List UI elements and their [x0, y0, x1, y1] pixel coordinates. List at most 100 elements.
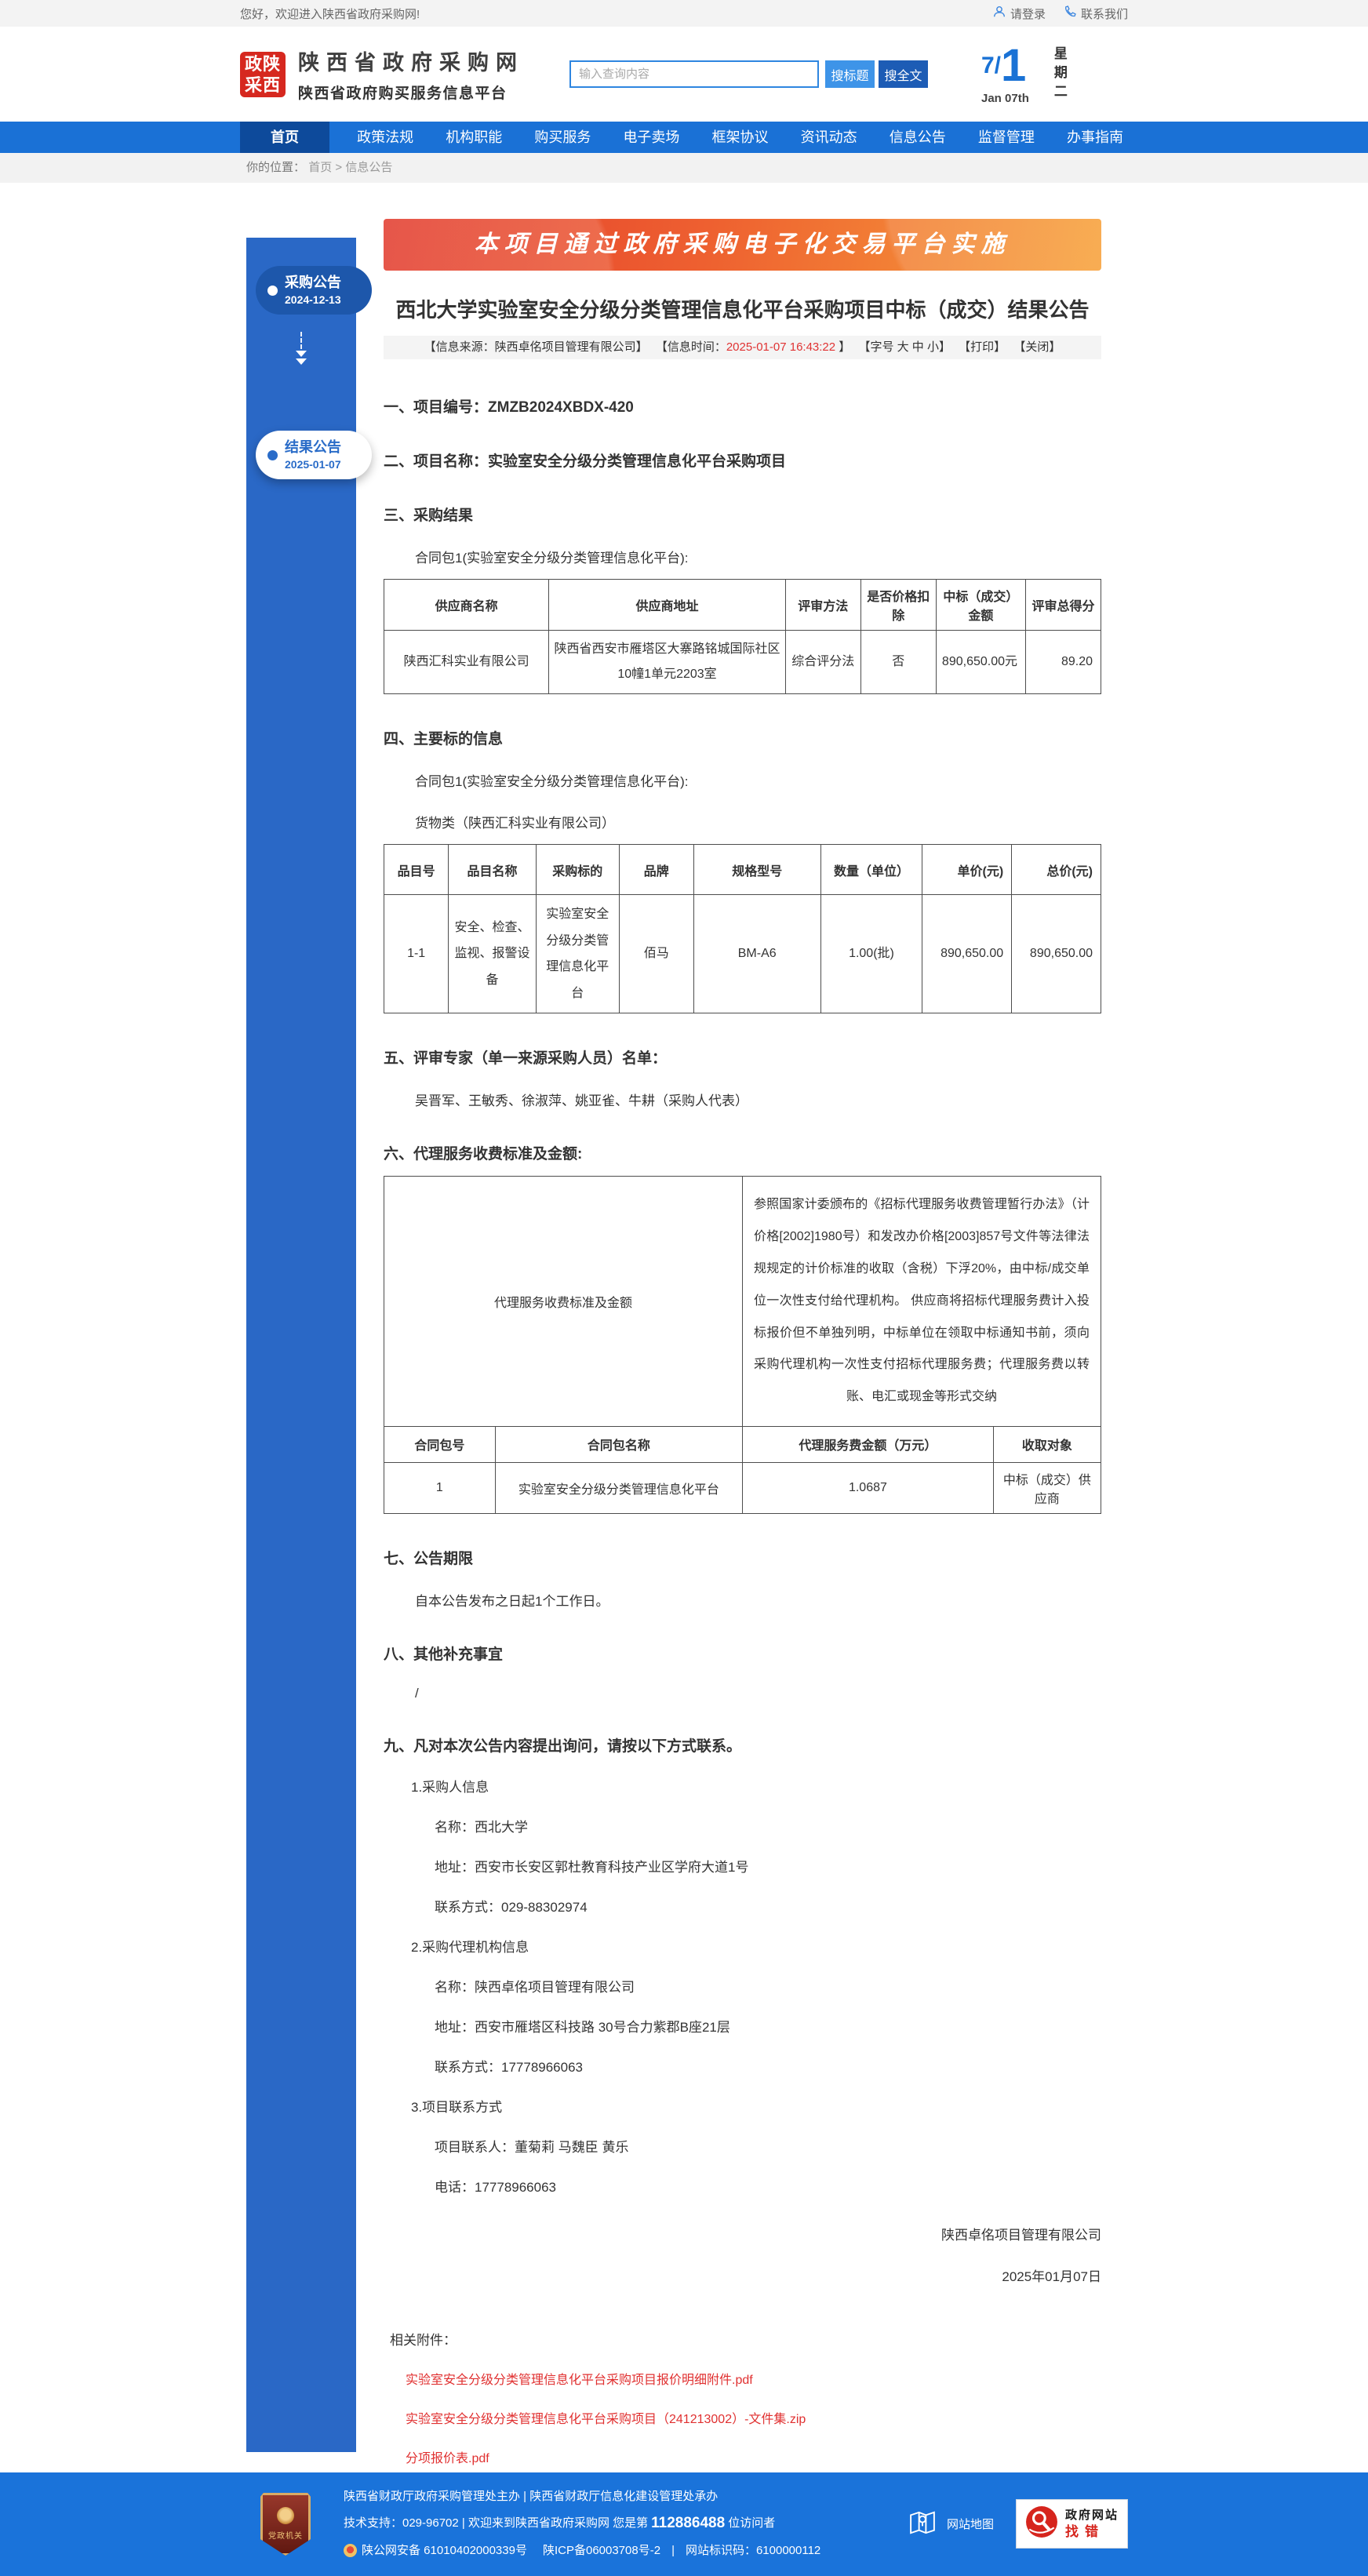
sidebar-step-result-notice[interactable]: 结果公告 2025-01-07 [256, 431, 372, 479]
sidebar-step-procurement-notice[interactable]: 采购公告 2024-12-13 [256, 266, 372, 315]
table-row: 代理服务收费标准及金额 参照国家计委颁布的《招标代理服务收费管理暂行办法》（计价… [384, 1176, 1102, 1427]
support-suffix: 位访问者 [728, 2516, 776, 2531]
section-4-package: 合同包1(实验室安全分级分类管理信息化平台): [415, 774, 689, 789]
login-link[interactable]: 请登录 [992, 5, 1046, 22]
th-award-amount: 中标（成交）金额 [935, 579, 1027, 631]
procurement-result-table: 供应商名称 供应商地址 评审方法 是否价格扣除 中标（成交）金额 评审总得分 陕… [383, 579, 1101, 694]
date-widget: 7/1 Jan 07th 星期二 [981, 43, 1108, 106]
cell-fee-label: 代理服务收费标准及金额 [384, 1176, 743, 1427]
nav-item-guide[interactable]: 办事指南 [1066, 129, 1123, 145]
breadcrumb-bar: 你的位置： 首页 > 信息公告 [0, 153, 1368, 183]
th-review-method: 评审方法 [784, 579, 861, 631]
search-title-button[interactable]: 搜标题 [825, 60, 875, 88]
announcement-title: 西北大学实验室安全分级分类管理信息化平台采购项目中标（成交）结果公告 [395, 298, 1090, 322]
party-government-badge-icon: 党政机关 [260, 2492, 311, 2556]
date-month: 7/ [981, 53, 1002, 78]
signature-company: 陕西卓佲项目管理有限公司 [941, 2227, 1101, 2243]
attachment-link[interactable]: 分项报价表.pdf [406, 2451, 489, 2465]
th-total-price: 总价(元) [1011, 844, 1101, 895]
nav-item-home[interactable]: 首页 [240, 122, 329, 153]
th-price-deduction: 是否价格扣除 [860, 579, 937, 631]
footer-organizer-line: 陕西省财政厅政府采购管理处主办 | 陕西省财政厅信息化建设管理处承办 [344, 2490, 719, 2504]
gov-site-error-report-badge[interactable]: 政府网站 找错 [1015, 2499, 1128, 2549]
contact-group-title: 3.项目联系方式 [411, 2099, 503, 2115]
meta-close-button[interactable]: 【关闭】 [1013, 340, 1061, 354]
sitemap-link[interactable]: 网站地图 [906, 2506, 994, 2542]
th-item-no: 品目号 [383, 844, 449, 895]
main-nav: 首页 政策法规 机构职能 购买服务 电子卖场 框架协议 资讯动态 信息公告 监督… [0, 122, 1368, 153]
cell-fee-description: 参照国家计委颁布的《招标代理服务收费管理暂行办法》（计价格[2002]1980号… [741, 1176, 1102, 1427]
nav-item-announcements[interactable]: 信息公告 [889, 129, 946, 145]
meta-fontsize-control[interactable]: 【字号 大 中 小】 [858, 340, 951, 354]
th-item-name: 品目名称 [448, 844, 537, 895]
cell-fee-amount: 1.0687 [741, 1461, 994, 1514]
section-9-heading: 九、凡对本次公告内容提出询问，请按以下方式联系。 [384, 1737, 742, 1755]
contact-group-title: 2.采购代理机构信息 [411, 1939, 529, 1955]
nav-item-news[interactable]: 资讯动态 [800, 129, 857, 145]
police-beian-text[interactable]: 陕公网安备 61010402000339号 [362, 2544, 527, 2558]
cell-unit-price: 890,650.00 [922, 893, 1013, 1014]
cell-brand: 佰马 [618, 893, 694, 1014]
footer-beian-line: 陕公网安备 61010402000339号 陕ICP备06003708号-2 |… [344, 2544, 820, 2558]
meta-print-button[interactable]: 【打印】 [959, 340, 1006, 354]
date-english: Jan 07th [981, 92, 1029, 105]
nav-item-framework[interactable]: 框架协议 [711, 129, 769, 145]
section-8-text: / [415, 1685, 419, 1701]
cell-item-name: 安全、检查、监视、报警设备 [448, 893, 537, 1014]
table-header-row: 合同包号 合同包名称 代理服务费金额（万元） 收取对象 [384, 1425, 1102, 1463]
section-1-heading: 一、项目编号：ZMZB2024XBDX-420 [384, 395, 1101, 417]
section-3-package: 合同包1(实验室安全分级分类管理信息化平台): [415, 551, 689, 566]
main-area: 采购公告 2024-12-13 结果公告 2025-01-07 本项目通过政府采… [0, 219, 1368, 2472]
badge-emblem-icon [277, 2507, 294, 2525]
contact-group-title: 1.采购人信息 [411, 1779, 489, 1795]
section-7-text: 自本公告发布之日起1个工作日。 [415, 1593, 609, 1609]
meta-source: 【信息来源：陕西卓佲项目管理有限公司】 [424, 340, 648, 354]
visitor-count: 112886488 [651, 2515, 726, 2532]
step-title: 结果公告 [285, 438, 341, 455]
th-quantity: 数量（单位） [820, 844, 923, 895]
badge-text: 党政机关 [268, 2532, 303, 2541]
banner-text: 本项目通过政府采购电子化交易平台实施 [474, 231, 1011, 257]
attachment-link[interactable]: 实验室安全分级分类管理信息化平台采购项目（241213002）-文件集.zip [406, 2412, 806, 2426]
sitemap-label: 网站地图 [946, 2518, 994, 2532]
police-badge-icon [344, 2544, 357, 2558]
nav-item-purchase-services[interactable]: 购买服务 [534, 129, 591, 145]
cell-subject: 实验室安全分级分类管理信息化平台 [535, 893, 620, 1014]
nav-item-functions[interactable]: 机构职能 [446, 129, 503, 145]
article-meta-bar: 【信息来源：陕西卓佲项目管理有限公司】 【信息时间：2025-01-07 16:… [384, 336, 1101, 359]
search-input[interactable] [569, 60, 819, 88]
section-7-heading: 七、公告期限 [384, 1550, 474, 1567]
breadcrumb-home[interactable]: 首页 [308, 161, 333, 174]
cell-package-name: 实验室安全分级分类管理信息化平台 [494, 1461, 743, 1514]
breadcrumb-current[interactable]: 信息公告 [345, 161, 393, 174]
table-row: 陕西汇科实业有限公司 陕西省西安市雁塔区大寨路铭城国际社区10幢1单元2203室… [383, 630, 1101, 694]
agency-fee-table: 代理服务收费标准及金额 参照国家计委颁布的《招标代理服务收费管理暂行办法》（计价… [384, 1176, 1102, 1514]
section-4-heading: 四、主要标的信息 [384, 731, 504, 748]
meta-time-value: 2025-01-07 16:43:22 [726, 340, 836, 354]
section-4-category: 货物类（陕西汇科实业有限公司） [415, 816, 615, 831]
icp-text[interactable]: 陕ICP备06003708号-2 [542, 2544, 661, 2558]
th-subject: 采购标的 [535, 844, 620, 895]
cell-package-no: 1 [384, 1461, 496, 1514]
th-model: 规格型号 [693, 844, 821, 895]
cell-review-method: 综合评分法 [784, 630, 861, 694]
search-fulltext-button[interactable]: 搜全文 [879, 60, 928, 88]
breadcrumb-separator: > [335, 161, 343, 174]
section-2-heading: 二、项目名称：实验室安全分级分类管理信息化平台采购项目 [384, 449, 1101, 471]
weekday-label: 星期二 [1051, 46, 1067, 103]
topbar: 您好，欢迎进入陕西省政府采购网! 请登录 联系我们 [0, 0, 1368, 27]
cell-award-amount: 890,650.00元 [935, 630, 1027, 694]
nav-item-e-market[interactable]: 电子卖场 [623, 129, 680, 145]
th-brand: 品牌 [618, 844, 694, 895]
nav-item-supervision[interactable]: 监督管理 [977, 129, 1035, 145]
cell-supplier-address: 陕西省西安市雁塔区大寨路铭城国际社区10幢1单元2203室 [548, 630, 786, 694]
nav-item-policies[interactable]: 政策法规 [357, 129, 414, 145]
divider: | [671, 2544, 675, 2558]
cell-item-no: 1-1 [383, 893, 449, 1014]
contact-line: 地址：西安市雁塔区科技路 30号合力紫郡B座21层 [435, 2019, 730, 2035]
contact-link[interactable]: 联系我们 [1063, 5, 1128, 22]
cell-model: BM-A6 [693, 893, 821, 1014]
error-badge-line1: 政府网站 [1064, 2509, 1119, 2523]
attachment-link[interactable]: 实验室安全分级分类管理信息化平台采购项目报价明细附件.pdf [406, 2373, 753, 2387]
meta-time-close: 】 [835, 340, 851, 354]
